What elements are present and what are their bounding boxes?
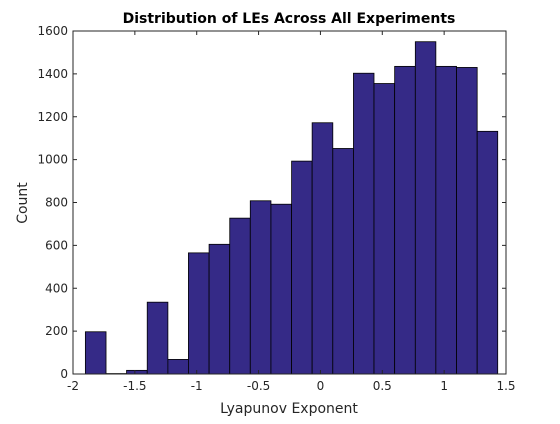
histogram-bar xyxy=(250,201,271,374)
histogram-bar xyxy=(436,66,457,374)
x-tick-label: 1.5 xyxy=(496,379,515,393)
x-tick-label: -2 xyxy=(67,379,79,393)
x-axis-title: Lyapunov Exponent xyxy=(220,401,358,417)
histogram-bar xyxy=(271,204,292,374)
y-axis-title: Count xyxy=(15,182,31,224)
x-tick-label: -0.5 xyxy=(247,379,270,393)
histogram-bar xyxy=(85,332,106,374)
x-tick-label: -1 xyxy=(191,379,203,393)
y-tick-label: 600 xyxy=(45,238,68,252)
histogram-bar xyxy=(374,84,395,374)
histogram-bar xyxy=(188,253,209,374)
histogram-bar xyxy=(209,244,230,374)
x-tick-label: 0 xyxy=(317,379,325,393)
histogram-bar xyxy=(457,67,478,374)
x-tick-label: -1.5 xyxy=(123,379,146,393)
y-tick-label: 800 xyxy=(45,196,68,210)
y-tick-label: 1200 xyxy=(37,110,68,124)
histogram-bar xyxy=(147,302,168,374)
histogram-bar xyxy=(415,42,436,374)
histogram-bar xyxy=(395,66,416,374)
histogram-bar xyxy=(230,218,251,374)
chart-title: Distribution of LEs Across All Experimen… xyxy=(123,11,456,27)
histogram-bar xyxy=(333,148,354,374)
histogram-bar xyxy=(353,73,374,374)
x-tick-label: 1 xyxy=(440,379,448,393)
y-tick-label: 400 xyxy=(45,281,68,295)
y-tick-label: 200 xyxy=(45,324,68,338)
y-tick-label: 1600 xyxy=(37,24,68,38)
histogram-bar xyxy=(127,370,148,374)
y-tick-label: 1000 xyxy=(37,153,68,167)
bars-layer xyxy=(85,42,497,374)
histogram-bar xyxy=(477,131,498,374)
histogram-bar xyxy=(292,161,313,374)
x-tick-label: 0.5 xyxy=(373,379,392,393)
y-tick-label: 0 xyxy=(60,367,68,381)
y-tick-label: 1400 xyxy=(37,67,68,81)
histogram-bar xyxy=(168,359,189,374)
histogram-bar xyxy=(312,123,333,374)
